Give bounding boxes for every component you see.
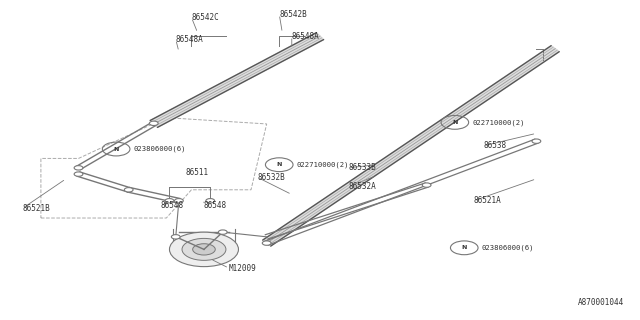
Text: N: N [113, 147, 119, 152]
Text: 86521A: 86521A [474, 196, 501, 205]
Circle shape [422, 183, 431, 187]
Text: 86548: 86548 [160, 201, 183, 210]
Circle shape [206, 199, 214, 203]
Text: N: N [276, 162, 282, 167]
Text: 86542C: 86542C [191, 13, 219, 22]
Circle shape [172, 235, 180, 239]
Text: 86548A: 86548A [176, 35, 204, 44]
Text: 86548A: 86548A [292, 32, 319, 41]
Text: M12009: M12009 [229, 264, 257, 273]
Text: 86542B: 86542B [279, 10, 307, 19]
Text: 86511: 86511 [185, 168, 208, 177]
Circle shape [218, 230, 227, 234]
Text: 86521B: 86521B [22, 204, 50, 213]
Polygon shape [262, 46, 559, 246]
Circle shape [193, 244, 215, 255]
Text: N: N [452, 120, 458, 125]
Circle shape [170, 232, 239, 267]
Text: 023806000(6): 023806000(6) [482, 244, 534, 251]
Circle shape [165, 199, 174, 203]
Circle shape [175, 199, 183, 203]
Text: A870001044: A870001044 [578, 298, 624, 308]
Text: 86548: 86548 [204, 201, 227, 210]
Circle shape [74, 172, 83, 176]
Circle shape [124, 188, 133, 192]
Circle shape [149, 121, 158, 125]
Text: 86533B: 86533B [348, 163, 376, 172]
Text: 86532A: 86532A [348, 182, 376, 191]
Text: 86532B: 86532B [257, 173, 285, 182]
Polygon shape [150, 33, 324, 127]
Circle shape [74, 166, 83, 170]
Text: 023806000(6): 023806000(6) [134, 146, 186, 152]
Circle shape [182, 238, 226, 260]
Text: 022710000(2): 022710000(2) [472, 119, 525, 126]
Text: 022710000(2): 022710000(2) [297, 162, 349, 168]
Text: N: N [461, 245, 467, 250]
Circle shape [532, 139, 541, 143]
Circle shape [262, 241, 271, 245]
Text: 86538: 86538 [483, 141, 506, 150]
